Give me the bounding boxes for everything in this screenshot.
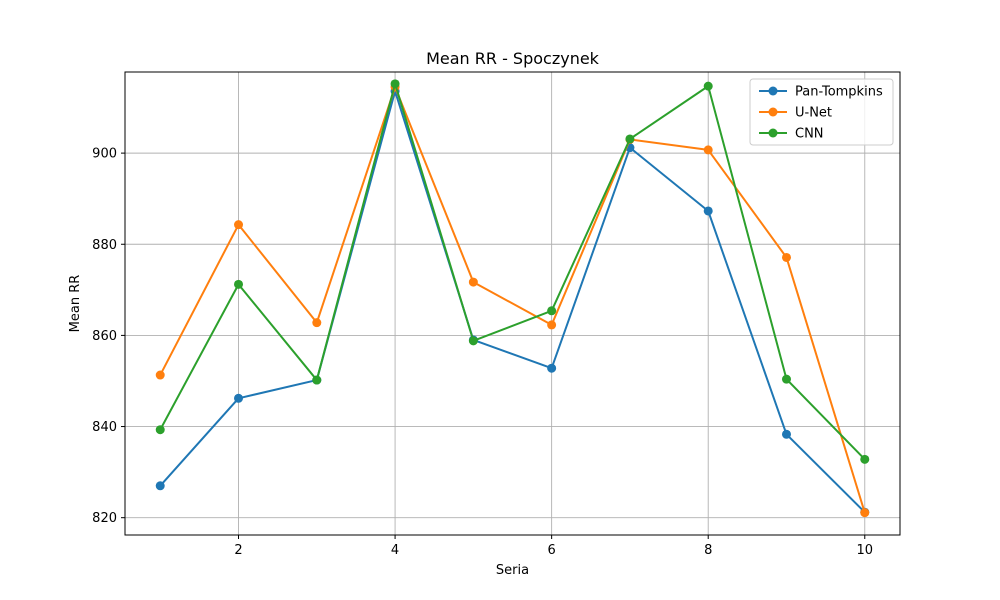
data-point-pan-tompkins: [547, 363, 557, 373]
y-tick-label: 880: [92, 238, 117, 253]
legend-item-pan-tompkins: Pan-Tompkins: [759, 85, 883, 100]
data-point-cnn: [781, 374, 791, 384]
data-point-cnn: [468, 336, 478, 346]
chart-title: Mean RR - Spoczynek: [426, 49, 600, 68]
x-tick-label: 4: [391, 543, 399, 558]
legend-box: [749, 78, 894, 146]
data-point-cnn: [625, 134, 635, 144]
data-point-cnn: [860, 454, 870, 464]
series-line-pan-tompkins: [159, 90, 866, 513]
y-axis-label: Mean RR: [68, 275, 83, 333]
data-point-u-net: [312, 318, 322, 328]
data-point-pan-tompkins: [781, 429, 791, 439]
data-point-cnn: [703, 81, 713, 91]
legend-label: CNN: [795, 127, 824, 142]
series-line-u-net: [159, 86, 866, 513]
y-tick-label: 840: [92, 420, 117, 435]
legend-swatch-marker: [768, 86, 778, 96]
data-point-u-net: [703, 145, 713, 155]
x-tick-label: 2: [234, 543, 242, 558]
y-tick-label: 860: [92, 329, 117, 344]
legend-label: U-Net: [795, 106, 832, 121]
axis-ticks: 2 4 6 8 10 820 840 860 880 900: [92, 147, 873, 558]
x-tick-label: 8: [704, 543, 712, 558]
data-point-u-net: [155, 370, 165, 380]
data-point-u-net: [468, 277, 478, 287]
legend-label: Pan-Tompkins: [795, 85, 883, 100]
data-point-cnn: [155, 425, 165, 435]
legend-swatch-marker: [768, 107, 778, 117]
legend-item-cnn: CNN: [759, 127, 824, 142]
data-point-u-net: [781, 252, 791, 262]
data-point-cnn: [390, 79, 400, 89]
legend-item-u-net: U-Net: [759, 106, 832, 121]
legend-swatch-marker: [768, 128, 778, 138]
data-point-cnn: [234, 279, 244, 289]
y-tick-label: 900: [92, 147, 117, 162]
series-lines: [155, 79, 870, 518]
legend: Pan-Tompkins U-Net CNN: [749, 78, 894, 146]
series-line-cnn: [159, 82, 866, 461]
x-axis-label: Seria: [496, 563, 529, 578]
data-point-cnn: [547, 306, 557, 316]
plot-frame: [124, 71, 901, 536]
x-tick-label: 6: [548, 543, 556, 558]
data-point-cnn: [312, 375, 322, 385]
data-point-u-net: [234, 220, 244, 230]
data-point-u-net: [547, 320, 557, 330]
y-tick-label: 820: [92, 511, 117, 526]
data-point-u-net: [860, 508, 870, 518]
data-point-pan-tompkins: [234, 393, 244, 403]
data-point-pan-tompkins: [155, 481, 165, 491]
data-point-pan-tompkins: [703, 206, 713, 216]
series-cnn: [155, 79, 870, 464]
x-tick-label: 10: [856, 543, 873, 558]
